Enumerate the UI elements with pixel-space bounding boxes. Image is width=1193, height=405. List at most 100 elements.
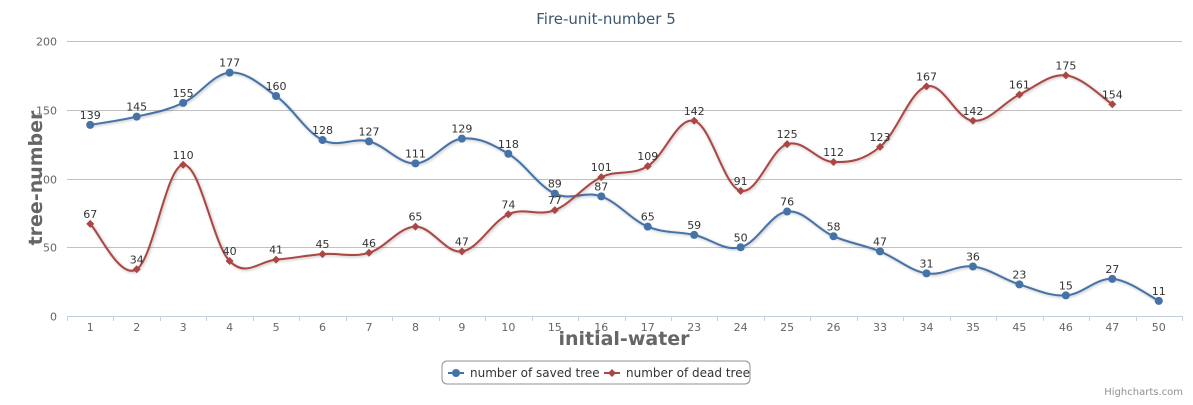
x-tick-label: 34 xyxy=(919,321,933,334)
data-point-number-of-dead-tree xyxy=(829,158,838,166)
x-tick-label: 47 xyxy=(1105,321,1119,334)
data-label-number-of-saved-tree: 11 xyxy=(1152,285,1166,298)
data-point-number-of-dead-tree xyxy=(179,160,188,169)
x-tick-label: 16 xyxy=(594,321,608,334)
data-point-number-of-saved-tree xyxy=(829,232,838,241)
data-point-number-of-saved-tree xyxy=(1154,296,1163,305)
x-tick-label: 10 xyxy=(501,321,515,334)
data-label-number-of-dead-tree: 161 xyxy=(1009,79,1030,92)
y-tick-label: 150 xyxy=(36,105,57,118)
data-label-number-of-dead-tree: 65 xyxy=(408,211,422,224)
data-point-number-of-dead-tree xyxy=(597,173,606,182)
data-label-number-of-dead-tree: 154 xyxy=(1102,88,1123,101)
data-point-number-of-dead-tree xyxy=(1061,71,1070,80)
data-label-number-of-saved-tree: 177 xyxy=(219,57,240,70)
chart-title: Fire-unit-number 5 xyxy=(536,10,676,28)
data-point-number-of-dead-tree xyxy=(1108,100,1117,109)
x-tick-label: 2 xyxy=(133,321,140,334)
data-label-number-of-dead-tree: 77 xyxy=(548,194,562,207)
data-label-number-of-dead-tree: 91 xyxy=(734,175,748,188)
data-point-number-of-saved-tree xyxy=(597,192,606,201)
data-point-number-of-saved-tree xyxy=(690,230,699,239)
data-label-number-of-saved-tree: 145 xyxy=(126,101,147,114)
x-tick-label: 15 xyxy=(548,321,562,334)
x-tick-label: 24 xyxy=(734,321,748,334)
data-label-number-of-saved-tree: 127 xyxy=(358,125,379,138)
x-tick-label: 4 xyxy=(226,321,233,334)
data-point-number-of-dead-tree xyxy=(272,255,281,264)
data-label-number-of-dead-tree: 110 xyxy=(173,149,194,162)
x-tick-label: 8 xyxy=(412,321,419,334)
legend-circle-marker-icon xyxy=(452,369,460,377)
data-label-number-of-saved-tree: 59 xyxy=(687,219,701,232)
data-label-number-of-saved-tree: 111 xyxy=(405,147,426,160)
data-label-number-of-dead-tree: 41 xyxy=(269,244,283,257)
data-point-number-of-dead-tree xyxy=(457,247,466,256)
data-label-number-of-saved-tree: 15 xyxy=(1059,279,1073,292)
legend-item-dead-tree[interactable]: number of dead tree xyxy=(604,366,750,380)
data-point-number-of-saved-tree xyxy=(922,269,931,278)
data-point-number-of-dead-tree xyxy=(643,162,652,171)
x-tick-label: 9 xyxy=(458,321,465,334)
legend: number of saved tree number of dead tree xyxy=(441,360,751,385)
data-label-number-of-dead-tree: 40 xyxy=(223,245,237,258)
y-tick-label: 200 xyxy=(36,36,57,49)
data-point-number-of-saved-tree xyxy=(411,159,420,168)
data-label-number-of-dead-tree: 109 xyxy=(637,150,658,163)
data-point-number-of-saved-tree xyxy=(876,247,885,256)
x-tick-label: 26 xyxy=(827,321,841,334)
y-axis-title: tree-number xyxy=(25,110,47,245)
data-label-number-of-saved-tree: 36 xyxy=(966,251,980,264)
data-label-number-of-dead-tree: 112 xyxy=(823,146,844,159)
data-point-number-of-saved-tree xyxy=(968,262,977,271)
data-point-number-of-saved-tree xyxy=(132,112,141,121)
x-tick-label: 5 xyxy=(273,321,280,334)
data-point-number-of-saved-tree xyxy=(364,137,373,146)
data-label-number-of-dead-tree: 125 xyxy=(777,128,798,141)
legend-box xyxy=(441,360,751,385)
grid-lines xyxy=(67,41,1182,248)
legend-item-saved-tree[interactable]: number of saved tree xyxy=(448,366,600,380)
data-label-number-of-dead-tree: 101 xyxy=(591,161,612,174)
data-point-number-of-saved-tree xyxy=(272,92,281,100)
data-point-number-of-dead-tree xyxy=(1015,90,1024,99)
data-label-number-of-saved-tree: 155 xyxy=(173,87,194,100)
data-point-number-of-dead-tree xyxy=(876,142,885,151)
x-tick-label: 35 xyxy=(966,321,980,334)
data-point-number-of-saved-tree xyxy=(179,98,188,107)
data-labels: 139 145 155 177 160 128 127 111 129 118 89 87 65 59 50… xyxy=(80,57,1166,298)
x-tick-label: 33 xyxy=(873,321,887,334)
data-label-number-of-dead-tree: 45 xyxy=(316,238,330,251)
data-point-number-of-dead-tree xyxy=(132,265,141,274)
x-tick-label: 7 xyxy=(365,321,372,334)
x-tick-label: 45 xyxy=(1012,321,1026,334)
data-label-number-of-saved-tree: 76 xyxy=(780,196,794,209)
data-label-number-of-dead-tree: 74 xyxy=(501,198,515,211)
x-tick-label: 46 xyxy=(1059,321,1073,334)
legend-label-dead-tree: number of dead tree xyxy=(626,366,750,380)
data-label-number-of-saved-tree: 65 xyxy=(641,211,655,224)
data-point-number-of-saved-tree xyxy=(550,189,559,198)
y-tick-label: 0 xyxy=(50,311,57,324)
data-label-number-of-dead-tree: 47 xyxy=(455,235,469,248)
data-point-number-of-dead-tree xyxy=(318,250,327,259)
data-point-number-of-dead-tree xyxy=(225,257,234,265)
data-label-number-of-saved-tree: 87 xyxy=(594,180,608,193)
data-point-number-of-dead-tree xyxy=(504,210,513,219)
x-tick-label: 6 xyxy=(319,321,326,334)
legend-label-saved-tree: number of saved tree xyxy=(470,366,600,380)
data-label-number-of-saved-tree: 118 xyxy=(498,138,519,151)
data-label-number-of-saved-tree: 139 xyxy=(80,109,101,122)
data-label-number-of-dead-tree: 123 xyxy=(870,131,891,144)
credits-link[interactable]: Highcharts.com xyxy=(1104,387,1183,398)
data-label-number-of-dead-tree: 175 xyxy=(1055,59,1076,72)
data-point-number-of-dead-tree xyxy=(783,140,792,149)
data-label-number-of-saved-tree: 129 xyxy=(451,123,472,136)
data-point-number-of-dead-tree xyxy=(736,186,745,195)
data-point-number-of-saved-tree xyxy=(86,120,95,129)
data-point-number-of-saved-tree xyxy=(783,207,792,216)
x-tick-label: 23 xyxy=(687,321,701,334)
